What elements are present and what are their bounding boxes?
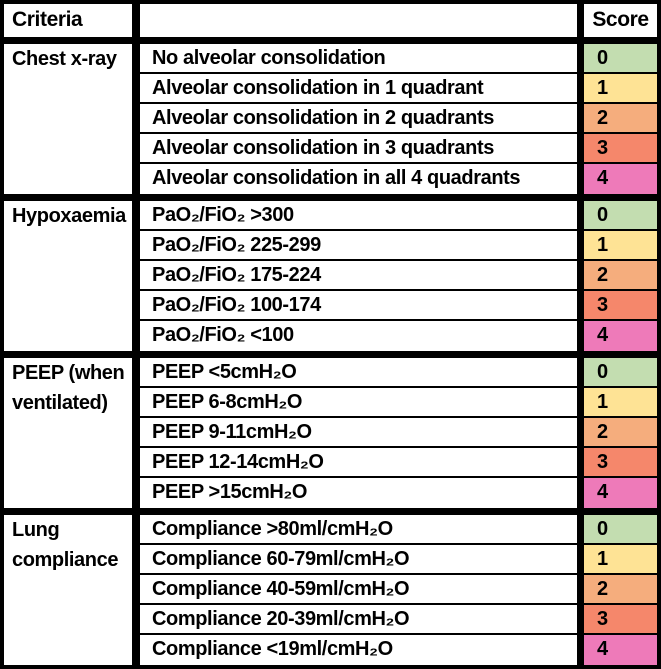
header-score-cell: Score [577, 4, 657, 37]
table-row: Compliance >80ml/cmH₂O 0 [140, 515, 657, 545]
table-row: Alveolar consolidation in all 4 quadrant… [140, 164, 657, 194]
table-row: PaO₂/FiO₂ >300 0 [140, 201, 657, 231]
score-cell: 1 [577, 74, 657, 102]
section-hypoxaemia: Hypoxaemia PaO₂/FiO₂ >300 0 PaO₂/FiO₂ 22… [4, 201, 657, 358]
section-rows: No alveolar consolidation 0 Alveolar con… [140, 44, 657, 194]
score-cell: 3 [577, 448, 657, 476]
section-chest-x-ray: Chest x-ray No alveolar consolidation 0 … [4, 44, 657, 201]
score-cell: 1 [577, 388, 657, 416]
table-row: PaO₂/FiO₂ 100-174 3 [140, 291, 657, 321]
table-row: Compliance 60-79ml/cmH₂O 1 [140, 545, 657, 575]
description-cell: Alveolar consolidation in 3 quadrants [140, 134, 577, 162]
description-cell: PaO₂/FiO₂ >300 [140, 201, 577, 229]
score-cell: 4 [577, 635, 657, 665]
section-rows: PEEP <5cmH₂O 0 PEEP 6-8cmH₂O 1 PEEP 9-11… [140, 358, 657, 508]
table-row: PEEP 9-11cmH₂O 2 [140, 418, 657, 448]
header-criteria-cell: Criteria [4, 4, 140, 37]
table-row: PaO₂/FiO₂ 175-224 2 [140, 261, 657, 291]
table-row: PEEP 6-8cmH₂O 1 [140, 388, 657, 418]
score-cell: 0 [577, 515, 657, 543]
section-peep: PEEP (when ventilated) PEEP <5cmH₂O 0 PE… [4, 358, 657, 515]
description-cell: PEEP 12-14cmH₂O [140, 448, 577, 476]
score-cell: 2 [577, 261, 657, 289]
description-cell: Compliance 40-59ml/cmH₂O [140, 575, 577, 603]
description-cell: PaO₂/FiO₂ <100 [140, 321, 577, 351]
score-cell: 2 [577, 575, 657, 603]
description-cell: PEEP 9-11cmH₂O [140, 418, 577, 446]
score-cell: 0 [577, 201, 657, 229]
table-row: Alveolar consolidation in 3 quadrants 3 [140, 134, 657, 164]
score-cell: 2 [577, 418, 657, 446]
section-rows: PaO₂/FiO₂ >300 0 PaO₂/FiO₂ 225-299 1 PaO… [140, 201, 657, 351]
score-cell: 0 [577, 358, 657, 386]
description-cell: PEEP >15cmH₂O [140, 478, 577, 508]
table-row: Compliance 40-59ml/cmH₂O 2 [140, 575, 657, 605]
table-row: Compliance <19ml/cmH₂O 4 [140, 635, 657, 665]
table-row: Alveolar consolidation in 2 quadrants 2 [140, 104, 657, 134]
criteria-cell: Lung compliance [4, 515, 140, 665]
criteria-cell: Chest x-ray [4, 44, 140, 194]
table-row: Compliance 20-39ml/cmH₂O 3 [140, 605, 657, 635]
description-cell: Alveolar consolidation in 1 quadrant [140, 74, 577, 102]
score-cell: 4 [577, 478, 657, 508]
score-cell: 3 [577, 605, 657, 633]
table-row: PEEP <5cmH₂O 0 [140, 358, 657, 388]
description-cell: Compliance >80ml/cmH₂O [140, 515, 577, 543]
criteria-cell: Hypoxaemia [4, 201, 140, 351]
header-description-cell [140, 4, 577, 37]
description-cell: No alveolar consolidation [140, 44, 577, 72]
score-cell: 1 [577, 231, 657, 259]
description-cell: PaO₂/FiO₂ 100-174 [140, 291, 577, 319]
score-cell: 2 [577, 104, 657, 132]
table-row: PaO₂/FiO₂ 225-299 1 [140, 231, 657, 261]
description-cell: Compliance 20-39ml/cmH₂O [140, 605, 577, 633]
score-cell: 4 [577, 164, 657, 194]
table-row: PaO₂/FiO₂ <100 4 [140, 321, 657, 351]
table-row: PEEP >15cmH₂O 4 [140, 478, 657, 508]
description-cell: PaO₂/FiO₂ 225-299 [140, 231, 577, 259]
description-cell: Compliance <19ml/cmH₂O [140, 635, 577, 665]
table-row: Alveolar consolidation in 1 quadrant 1 [140, 74, 657, 104]
description-cell: PaO₂/FiO₂ 175-224 [140, 261, 577, 289]
score-cell: 3 [577, 134, 657, 162]
description-cell: Alveolar consolidation in all 4 quadrant… [140, 164, 577, 194]
section-lung-compliance: Lung compliance Compliance >80ml/cmH₂O 0… [4, 515, 657, 665]
header-row: Criteria Score [4, 4, 657, 44]
description-cell: PEEP 6-8cmH₂O [140, 388, 577, 416]
table-row: No alveolar consolidation 0 [140, 44, 657, 74]
criteria-cell: PEEP (when ventilated) [4, 358, 140, 508]
score-cell: 3 [577, 291, 657, 319]
score-cell: 0 [577, 44, 657, 72]
description-cell: Compliance 60-79ml/cmH₂O [140, 545, 577, 573]
description-cell: PEEP <5cmH₂O [140, 358, 577, 386]
description-cell: Alveolar consolidation in 2 quadrants [140, 104, 577, 132]
score-cell: 1 [577, 545, 657, 573]
section-rows: Compliance >80ml/cmH₂O 0 Compliance 60-7… [140, 515, 657, 665]
table-row: PEEP 12-14cmH₂O 3 [140, 448, 657, 478]
score-cell: 4 [577, 321, 657, 351]
